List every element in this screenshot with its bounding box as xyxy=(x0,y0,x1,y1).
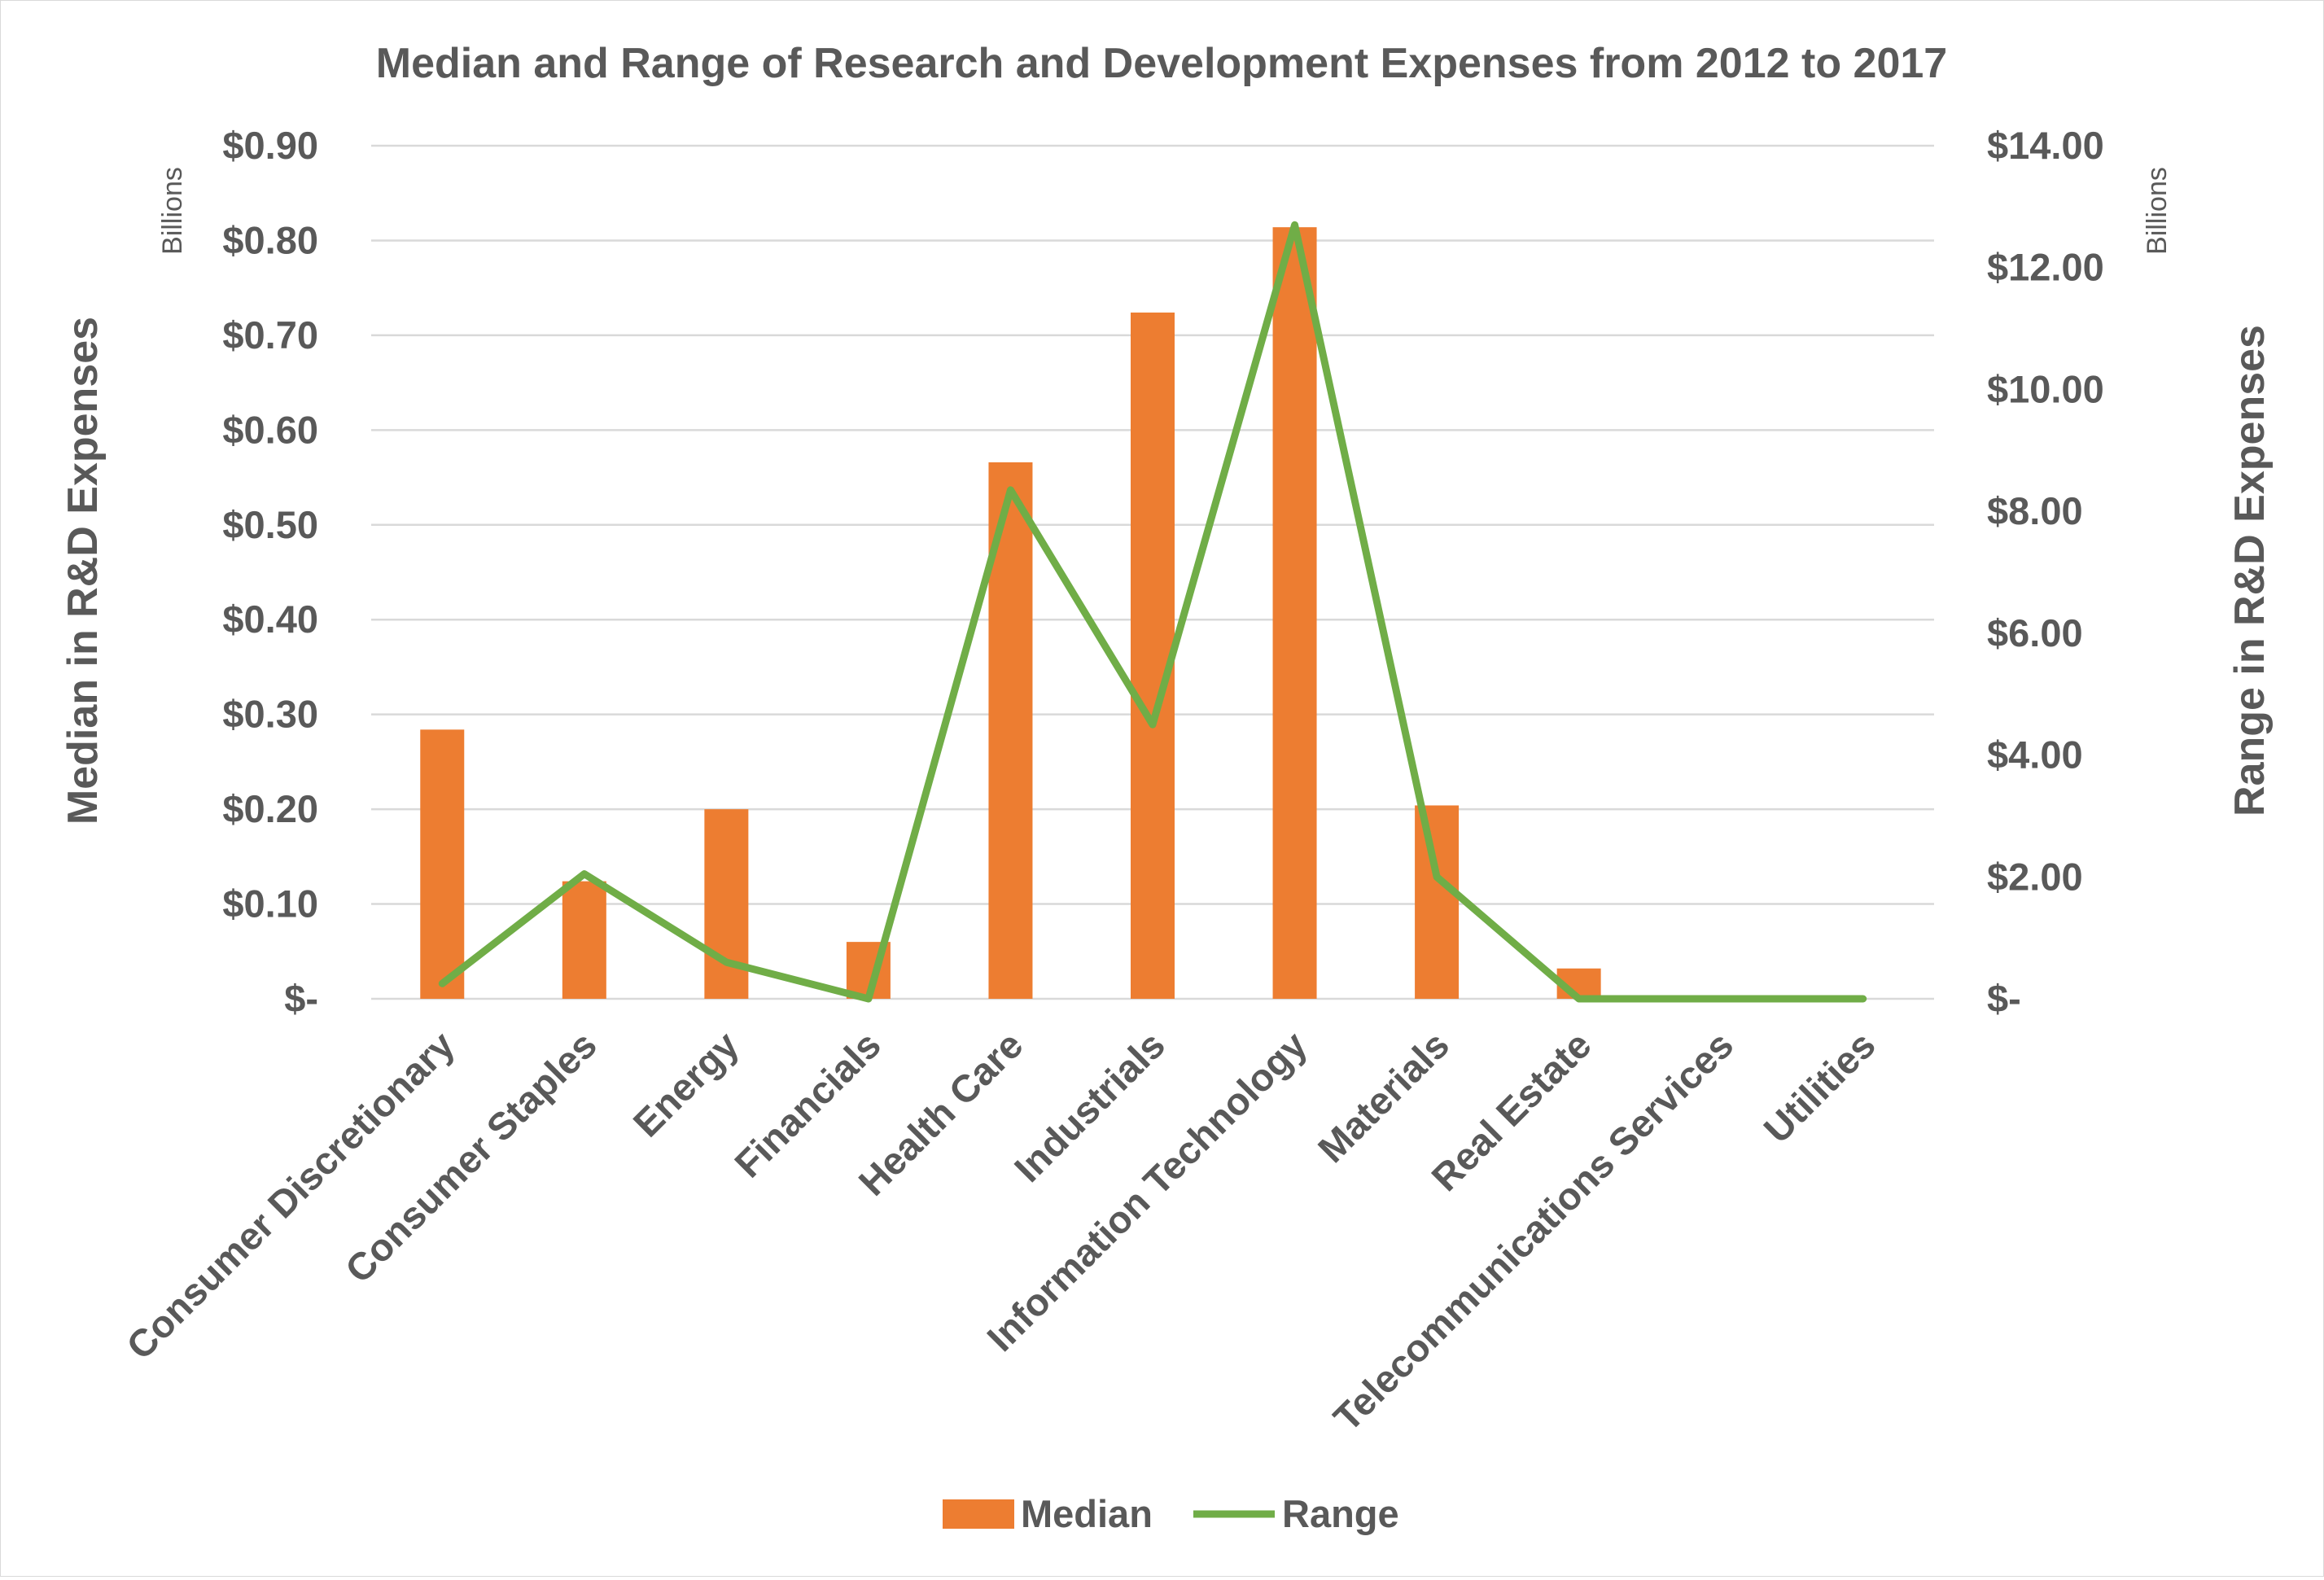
right-axis-tick-label: $10.00 xyxy=(1987,367,2104,410)
median-bar xyxy=(704,809,748,999)
left-axis-tick-label: $0.40 xyxy=(222,597,318,641)
right-axis-tick-label: $6.00 xyxy=(1987,611,2083,654)
x-axis-category-label: Utilities xyxy=(1755,1023,1884,1152)
right-axis-tick-label: $14.00 xyxy=(1987,124,2104,167)
left-axis-tick-label: $0.50 xyxy=(222,503,318,546)
left-y-axis: $- $0.10 $0.20 $0.30 $0.40 $0.50 $0.60 $0.70 $0.… xyxy=(222,124,318,1020)
median-bar xyxy=(1273,227,1317,999)
x-axis-category-label: Materials xyxy=(1310,1023,1458,1171)
right-axis-unit-label: Billions xyxy=(2142,167,2173,255)
left-axis-title: Median in R&D Expenses xyxy=(59,317,107,825)
right-axis-tick-label: $- xyxy=(1987,977,2021,1020)
left-axis-tick-label: $0.70 xyxy=(222,313,318,357)
right-axis-tick-label: $8.00 xyxy=(1987,489,2083,532)
legend: Median Range xyxy=(943,1492,1399,1535)
median-bar xyxy=(1415,805,1459,999)
right-axis-tick-label: $12.00 xyxy=(1987,246,2104,289)
left-axis-tick-label: $0.30 xyxy=(222,693,318,736)
left-axis-tick-label: $0.80 xyxy=(222,218,318,261)
x-axis-category-label: Consumer Staples xyxy=(337,1023,605,1291)
left-axis-tick-label: $0.10 xyxy=(222,882,318,926)
chart-title: Median and Range of Research and Develop… xyxy=(376,40,1947,87)
right-axis-tick-label: $2.00 xyxy=(1987,855,2083,898)
median-bar xyxy=(562,882,606,999)
right-axis-tick-label: $4.00 xyxy=(1987,733,2083,777)
legend-median-swatch xyxy=(943,1499,1014,1529)
left-axis-tick-label: $0.60 xyxy=(222,408,318,451)
right-axis-title: Range in R&D Expenses xyxy=(2226,325,2274,816)
x-axis-category-label: Energy xyxy=(624,1023,746,1145)
left-axis-tick-label: $0.20 xyxy=(222,787,318,830)
left-axis-unit-label: Billions xyxy=(157,167,188,255)
right-y-axis: $- $2.00 $4.00 $6.00 $8.00 $10.00 $12.00 $14.00 xyxy=(1987,124,2104,1020)
median-bar xyxy=(420,729,464,999)
median-bar xyxy=(1131,313,1175,999)
legend-range-label: Range xyxy=(1282,1492,1399,1535)
left-axis-tick-label: $- xyxy=(284,977,318,1020)
left-axis-tick-label: $0.90 xyxy=(222,124,318,167)
legend-median-label: Median xyxy=(1021,1492,1153,1535)
